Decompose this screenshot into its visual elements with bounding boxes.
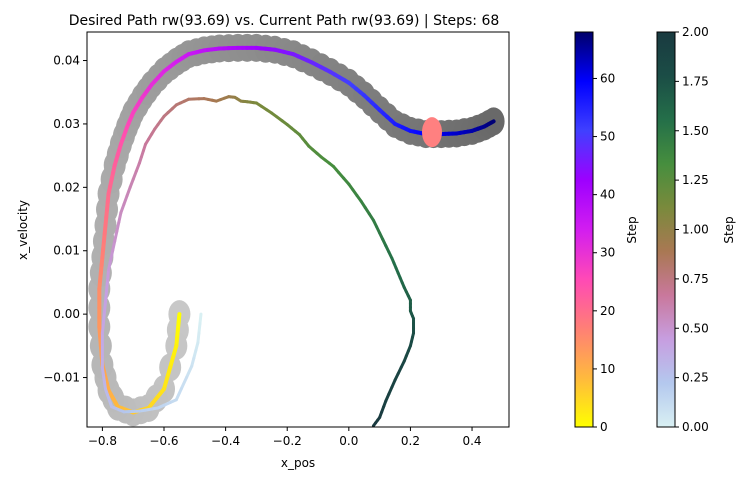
x-tick-label: 0.4 bbox=[462, 434, 481, 448]
step-colorbar-label: Step bbox=[625, 216, 639, 243]
y-tick-label: 0.01 bbox=[53, 244, 80, 258]
reward-colorbar-label: Step bbox=[722, 216, 736, 243]
reward-colorbar-gradient bbox=[656, 31, 676, 428]
current-position-layer bbox=[421, 117, 442, 148]
current-path-segment bbox=[103, 289, 109, 303]
reward-colorbar-tick-label: 1.25 bbox=[682, 173, 709, 187]
x-tick-label: 0.0 bbox=[339, 434, 358, 448]
step-colorbar-tick-label: 30 bbox=[600, 246, 615, 260]
x-tick-label: −0.8 bbox=[88, 434, 117, 448]
x-tick-label: −0.6 bbox=[149, 434, 178, 448]
y-tick-label: 0.00 bbox=[53, 307, 80, 321]
reward-colorbar-tick-label: 0.75 bbox=[682, 272, 709, 286]
current-position-marker bbox=[421, 117, 442, 148]
y-axis-label: x_velocity bbox=[16, 200, 30, 260]
current-path-segment bbox=[106, 268, 111, 282]
y-tick-label: 0.04 bbox=[53, 54, 80, 68]
reward-colorbar-tick-label: 2.00 bbox=[682, 25, 709, 39]
step-colorbar-tick-label: 20 bbox=[600, 304, 615, 318]
current-path-segment bbox=[115, 220, 121, 234]
reward-colorbar-tick-label: 0.00 bbox=[682, 420, 709, 434]
reward-colorbar-tick-label: 1.75 bbox=[682, 74, 709, 88]
x-axis: −0.8 −0.6 −0.4 −0.2 0.0 0.2 0.4 bbox=[88, 427, 482, 448]
reward-colorbar: 0.00 0.25 0.50 0.75 1.00 1.25 1.50 1.75 2.00 Ste… bbox=[656, 25, 736, 434]
step-colorbar: 0 10 20 30 40 50 60 Step bbox=[574, 31, 639, 434]
current-path-segment bbox=[107, 258, 113, 272]
y-tick-label: 0.03 bbox=[53, 117, 80, 131]
x-tick-label: −0.4 bbox=[211, 434, 240, 448]
plot-frame bbox=[86, 31, 510, 428]
x-axis-label: x_pos bbox=[281, 456, 315, 470]
y-axis: −0.01 0.00 0.01 0.02 0.03 0.04 bbox=[43, 54, 87, 385]
current-path-segment bbox=[174, 387, 183, 402]
current-path-segment bbox=[105, 278, 110, 293]
reward-colorbar-tick-label: 1.00 bbox=[682, 223, 709, 237]
step-colorbar-ticks: 0 10 20 30 40 50 60 bbox=[593, 71, 615, 434]
current-path-segment bbox=[117, 211, 123, 224]
step-colorbar-tick-label: 10 bbox=[600, 362, 615, 376]
chart-title: Desired Path rw(93.69) vs. Current Path … bbox=[69, 13, 500, 29]
y-tick-label: −0.01 bbox=[43, 371, 80, 385]
desired-path-segment bbox=[489, 119, 496, 125]
current-path-segment bbox=[197, 322, 202, 335]
step-colorbar-tick-label: 40 bbox=[600, 188, 615, 202]
reward-colorbar-tick-label: 1.50 bbox=[682, 124, 709, 138]
step-colorbar-tick-label: 60 bbox=[600, 71, 615, 85]
step-colorbar-gradient bbox=[574, 31, 594, 428]
current-path-line bbox=[100, 95, 416, 427]
current-path-segment bbox=[185, 364, 194, 379]
desired-path-line bbox=[97, 45, 496, 415]
current-path-segment bbox=[179, 375, 189, 391]
reward-colorbar-ticks: 0.00 0.25 0.50 0.75 1.00 1.25 1.50 1.75 2.00 bbox=[675, 25, 709, 434]
step-colorbar-tick-label: 50 bbox=[600, 130, 615, 144]
current-path-segment bbox=[109, 249, 115, 262]
current-path-segment bbox=[111, 239, 117, 253]
step-colorbar-tick-label: 0 bbox=[600, 420, 608, 434]
current-path-segment bbox=[100, 321, 105, 335]
current-path-segment bbox=[101, 310, 106, 325]
current-path-segment bbox=[198, 312, 203, 326]
y-tick-label: 0.02 bbox=[53, 180, 80, 194]
reward-colorbar-tick-label: 0.25 bbox=[682, 371, 709, 385]
x-tick-label: 0.2 bbox=[401, 434, 420, 448]
desired-path-tube bbox=[88, 33, 505, 427]
reward-colorbar-tick-label: 0.50 bbox=[682, 321, 709, 335]
current-path-segment bbox=[196, 331, 201, 345]
x-tick-label: −0.2 bbox=[273, 434, 302, 448]
current-path-segment bbox=[102, 299, 107, 314]
current-path-segment bbox=[371, 421, 378, 427]
current-path-segment bbox=[113, 230, 119, 243]
